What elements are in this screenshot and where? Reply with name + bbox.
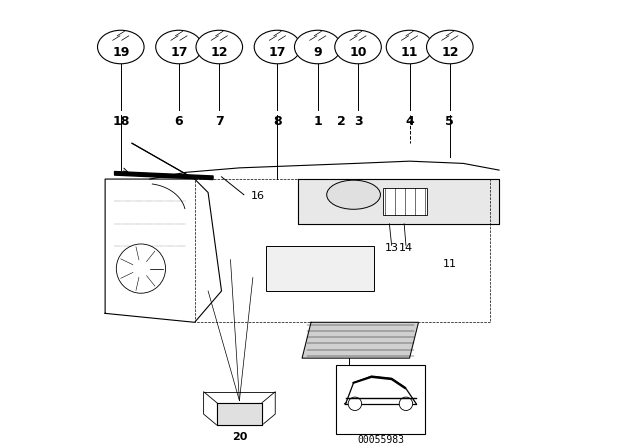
Text: 20: 20 (232, 432, 247, 442)
Text: 14: 14 (399, 243, 413, 254)
Text: 13: 13 (385, 243, 399, 254)
Text: 2: 2 (337, 116, 346, 129)
Text: 12: 12 (441, 47, 459, 60)
Bar (383, 188, 428, 215)
Text: 16: 16 (251, 191, 264, 201)
Text: 6: 6 (175, 116, 183, 129)
Text: 17: 17 (170, 47, 188, 60)
Text: 11: 11 (443, 259, 457, 269)
Ellipse shape (196, 30, 243, 64)
Ellipse shape (426, 30, 473, 64)
Ellipse shape (326, 180, 380, 209)
Text: 17: 17 (269, 47, 286, 60)
Text: 7: 7 (215, 116, 223, 129)
Text: 1: 1 (314, 116, 322, 129)
Text: 8: 8 (273, 116, 282, 129)
Text: 5: 5 (445, 116, 454, 129)
Text: 9: 9 (314, 47, 322, 60)
Text: 3: 3 (354, 116, 362, 129)
Ellipse shape (387, 30, 433, 64)
Circle shape (116, 244, 166, 293)
Ellipse shape (254, 30, 301, 64)
Text: 12: 12 (211, 47, 228, 60)
Circle shape (399, 397, 413, 410)
Text: 18: 18 (112, 116, 129, 129)
Ellipse shape (97, 30, 144, 64)
Circle shape (348, 397, 362, 410)
Polygon shape (298, 179, 499, 224)
Polygon shape (217, 403, 262, 425)
Ellipse shape (294, 30, 341, 64)
Ellipse shape (156, 30, 202, 64)
Text: 00055983: 00055983 (357, 435, 404, 445)
Ellipse shape (335, 30, 381, 64)
Bar (266, 246, 374, 291)
Text: 19: 19 (112, 47, 129, 60)
Polygon shape (302, 322, 419, 358)
Text: 4: 4 (405, 116, 414, 129)
Text: 11: 11 (401, 47, 419, 60)
Text: 15: 15 (341, 376, 356, 386)
Text: 10: 10 (349, 47, 367, 60)
Bar (335, 365, 425, 434)
